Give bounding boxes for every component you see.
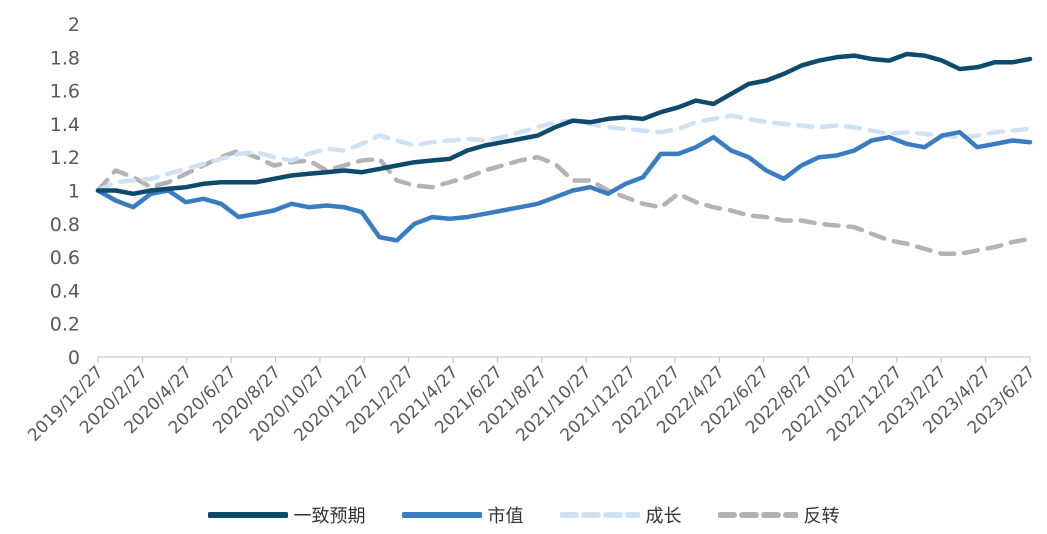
legend-item-4: 反转 xyxy=(717,502,840,528)
series-line-1 xyxy=(95,51,1033,197)
y-tick-label: 0 xyxy=(68,347,80,369)
legend-swatch-1 xyxy=(207,512,288,518)
y-tick-label: 0.2 xyxy=(50,314,80,336)
legend-label-4: 反转 xyxy=(803,506,840,527)
series-layer xyxy=(95,51,1033,257)
y-tick-label: 0.8 xyxy=(50,214,80,236)
y-tick-label: 1 xyxy=(68,181,80,203)
y-tick-label: 0.4 xyxy=(50,280,80,302)
y-axis: 0 0.2 0.4 0.6 0.8 1 1.2 1.4 1.6 1.8 2 xyxy=(50,14,80,369)
legend-label-2: 市值 xyxy=(487,506,524,527)
legend-item-2: 市值 xyxy=(401,502,524,528)
legend-item-1: 一致预期 xyxy=(207,502,366,528)
y-tick-label: 1.4 xyxy=(50,114,80,136)
y-tick-label: 2 xyxy=(68,14,80,36)
legend-label-3: 成长 xyxy=(645,506,682,527)
legend-swatch-4 xyxy=(717,512,798,518)
y-tick-label: 1.8 xyxy=(50,47,80,69)
y-tick-label: 0.6 xyxy=(50,247,80,269)
legend: 一致预期 市值 成长 反转 xyxy=(0,497,1047,533)
legend-label-1: 一致预期 xyxy=(293,506,366,527)
y-tick-label: 1.6 xyxy=(50,81,80,103)
legend-item-3: 成长 xyxy=(559,502,682,528)
series-line-4 xyxy=(95,148,1033,257)
legend-swatch-2 xyxy=(401,512,482,518)
line-chart-svg: 0 0.2 0.4 0.6 0.8 1 1.2 1.4 1.6 1.8 2 2019/12/2720… xyxy=(24,14,1040,446)
x-axis: 2019/12/272020/2/272020/4/272020/6/27202… xyxy=(24,356,1040,446)
series-line-3 xyxy=(95,113,1033,193)
legend-swatch-3 xyxy=(559,512,640,518)
y-tick-label: 1.2 xyxy=(50,147,80,169)
series-line-2 xyxy=(95,129,1033,243)
